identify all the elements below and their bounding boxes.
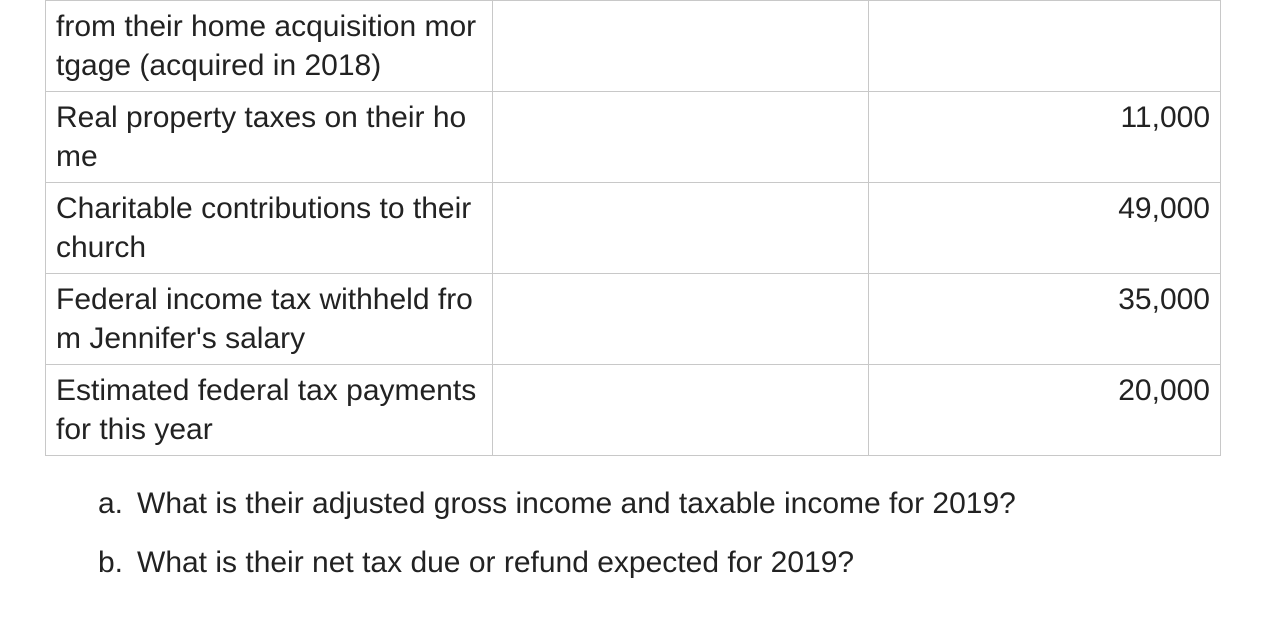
question-letter: a.	[93, 484, 137, 523]
row-middle	[492, 92, 868, 183]
document-container: from their home acquisition mortgage (ac…	[0, 0, 1266, 622]
table-row: Charitable contributions to their church…	[46, 183, 1221, 274]
question-text: What is their adjusted gross income and …	[137, 484, 1221, 523]
table-body: from their home acquisition mortgage (ac…	[46, 1, 1221, 456]
row-description: Real property taxes on their home	[46, 92, 493, 183]
row-description: Estimated federal tax payments for this …	[46, 365, 493, 456]
question-item: a. What is their adjusted gross income a…	[93, 484, 1221, 523]
question-letter: b.	[93, 543, 137, 582]
row-description: Federal income tax withheld from Jennife…	[46, 274, 493, 365]
question-text: What is their net tax due or refund expe…	[137, 543, 1221, 582]
financial-table: from their home acquisition mortgage (ac…	[45, 0, 1221, 456]
row-value: 20,000	[868, 365, 1221, 456]
table-row: from their home acquisition mortgage (ac…	[46, 1, 1221, 92]
table-row: Federal income tax withheld from Jennife…	[46, 274, 1221, 365]
row-middle	[492, 1, 868, 92]
row-description: Charitable contributions to their church	[46, 183, 493, 274]
table-row: Estimated federal tax payments for this …	[46, 365, 1221, 456]
question-item: b. What is their net tax due or refund e…	[93, 543, 1221, 582]
row-value: 11,000	[868, 92, 1221, 183]
table-row: Real property taxes on their home 11,000	[46, 92, 1221, 183]
questions-list: a. What is their adjusted gross income a…	[45, 484, 1221, 582]
row-middle	[492, 183, 868, 274]
row-description: from their home acquisition mortgage (ac…	[46, 1, 493, 92]
row-middle	[492, 365, 868, 456]
row-value: 35,000	[868, 274, 1221, 365]
row-middle	[492, 274, 868, 365]
row-value	[868, 1, 1221, 92]
row-value: 49,000	[868, 183, 1221, 274]
